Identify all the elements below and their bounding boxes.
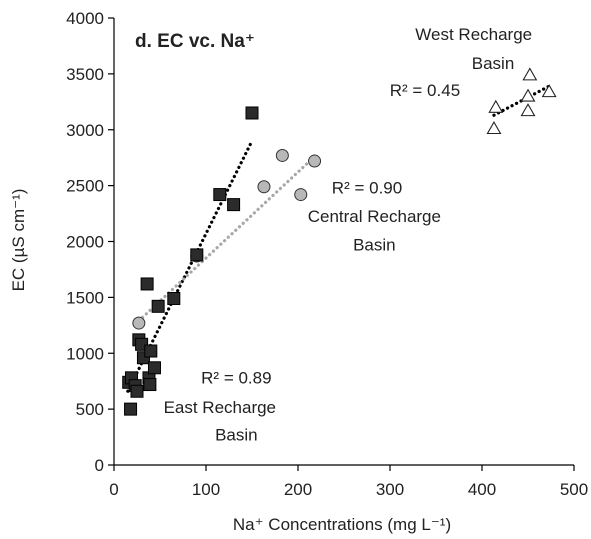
x-axis-title: Na⁺ Concentrations (mg L⁻¹) (233, 515, 451, 534)
circle-point (132, 316, 146, 330)
square-point (140, 277, 154, 291)
x-tick-label: 200 (284, 480, 312, 499)
square-point (167, 291, 181, 305)
y-tick-label: 500 (76, 400, 104, 419)
circle-point (257, 180, 271, 194)
trendline-series-1 (137, 154, 317, 323)
y-tick-label: 1000 (66, 344, 104, 363)
annotation-label: Central Recharge (308, 207, 441, 226)
annotation-label: R² = 0.90 (332, 178, 402, 197)
y-tick-label: 2500 (66, 177, 104, 196)
square-point (213, 188, 227, 202)
y-tick-label: 3000 (66, 121, 104, 140)
square-point (124, 402, 138, 416)
annotation-label: Basin (472, 54, 515, 73)
y-tick-label: 0 (95, 456, 104, 475)
square-point (190, 248, 204, 262)
y-axis-title: EC (µS cm⁻¹) (9, 189, 28, 292)
triangle-point (541, 84, 557, 98)
triangle-point (522, 67, 538, 81)
circle-point (308, 154, 322, 168)
y-tick-label: 3500 (66, 65, 104, 84)
square-point (147, 361, 161, 375)
plot-text: d. EC vc. Na⁺ Na⁺ Concentrations (mg L⁻¹… (9, 9, 588, 534)
annotation-label: West Recharge (415, 25, 532, 44)
annotation-label: Basin (353, 235, 396, 254)
x-tick-label: 100 (192, 480, 220, 499)
plot-marks (108, 17, 575, 471)
annotation-label: East Recharge (164, 398, 276, 417)
square-point (130, 384, 144, 398)
triangle-point (486, 121, 502, 135)
circle-point (294, 188, 308, 202)
square-point (144, 344, 158, 358)
annotation-label: R² = 0.45 (390, 81, 460, 100)
triangle-point (520, 103, 536, 117)
annotation-label: Basin (215, 425, 258, 444)
x-tick-label: 400 (468, 480, 496, 499)
square-point (245, 106, 259, 120)
x-tick-label: 0 (109, 480, 118, 499)
y-tick-label: 4000 (66, 9, 104, 28)
x-tick-label: 500 (560, 480, 588, 499)
square-point (143, 378, 157, 392)
square-point (151, 299, 165, 313)
circle-point (275, 148, 289, 162)
triangle-point (488, 99, 504, 113)
y-tick-label: 2000 (66, 233, 104, 252)
square-point (227, 198, 241, 212)
triangle-point (520, 88, 536, 102)
y-tick-label: 1500 (66, 288, 104, 307)
x-tick-label: 300 (376, 480, 404, 499)
annotation-label: R² = 0.89 (201, 368, 271, 387)
chart-title: d. EC vc. Na⁺ (135, 31, 255, 52)
